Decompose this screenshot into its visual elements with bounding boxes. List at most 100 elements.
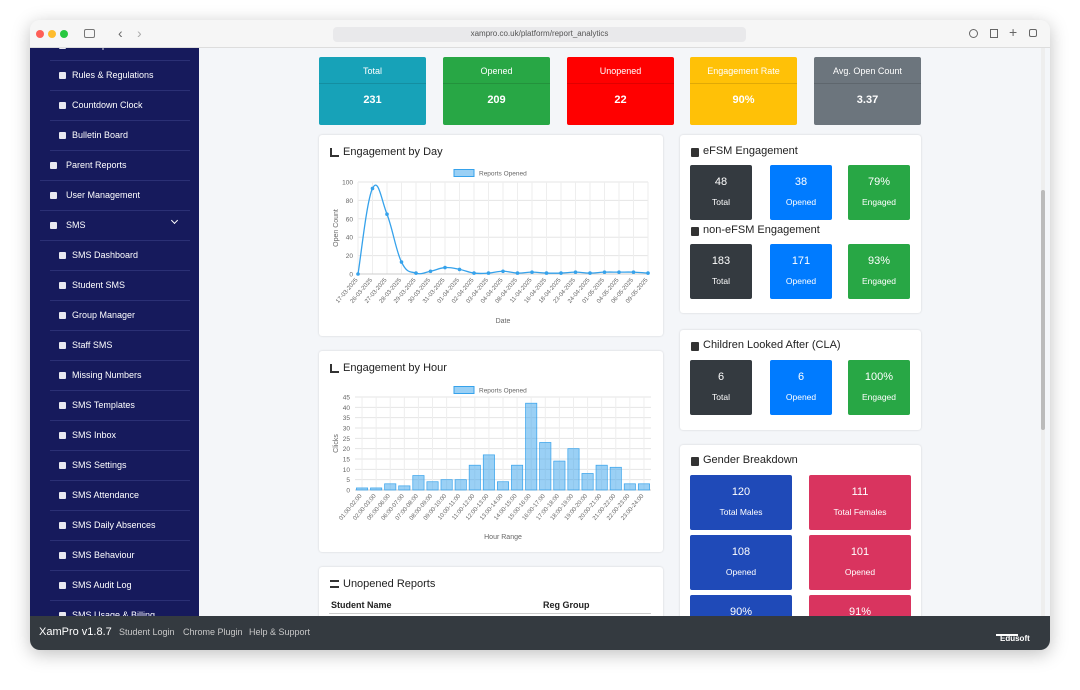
- separator: [50, 300, 190, 301]
- sidebar-subitem[interactable]: Countdown Clock: [30, 91, 199, 121]
- sidebar-subitem[interactable]: Staff SMS: [30, 331, 199, 361]
- sidebar-subitem[interactable]: Student SMS: [30, 271, 199, 301]
- address-bar[interactable]: xampro.co.uk/platform/report_analytics: [333, 27, 746, 42]
- point: [486, 271, 491, 275]
- close-button[interactable]: [36, 30, 44, 38]
- stat-value: 209: [487, 94, 506, 106]
- sidebar: Bulk Import Via CSV Rules & Regulations Co…: [30, 48, 199, 616]
- menu-icon: [59, 552, 66, 559]
- forward-button[interactable]: ›: [137, 25, 142, 41]
- stat-box: 6 Total: [690, 360, 752, 415]
- box-value: 111: [851, 486, 869, 498]
- bar: [581, 473, 594, 491]
- box-value: 38: [794, 176, 808, 188]
- stat-card: Avg. Open Count 3.37: [814, 57, 921, 125]
- bar: [539, 442, 552, 491]
- box-value: 171: [791, 255, 811, 267]
- minimize-button[interactable]: [48, 30, 56, 38]
- menu-label: SMS Dashboard: [72, 250, 139, 260]
- sidebar-subitem[interactable]: Bulletin Board: [30, 121, 199, 151]
- point: [472, 271, 476, 275]
- column-header: Reg Group: [543, 600, 590, 610]
- sidebar-subitem[interactable]: Rules & Regulations: [30, 61, 199, 91]
- bar: [398, 485, 411, 491]
- panel-title: Gender Breakdown: [703, 454, 798, 466]
- sidebar-subitem[interactable]: SMS Behaviour: [30, 541, 199, 571]
- stat-label: Total: [362, 66, 382, 76]
- sidebar-subitem[interactable]: Bulk Import Via CSV: [30, 48, 199, 61]
- table-card: Unopened Reports Student Name Reg Group: [319, 567, 663, 616]
- sidebar-subitem[interactable]: SMS Audit Log: [30, 571, 199, 601]
- separator: [40, 210, 190, 211]
- stat-header-divider: [319, 83, 426, 84]
- y-tick-label: 100: [342, 180, 353, 187]
- chart: 02040608010017-03-202526-03-202527-03-20…: [333, 169, 650, 325]
- stat-value: 231: [363, 94, 382, 106]
- point: [428, 269, 433, 274]
- menu-label: SMS Behaviour: [72, 550, 135, 560]
- chevron: [170, 216, 179, 225]
- menu-label: SMS Usage & Billing: [72, 610, 156, 616]
- sidebar-subitem[interactable]: Group Manager: [30, 301, 199, 331]
- sidebar-item[interactable]: User Management: [30, 181, 199, 211]
- box-label: Total Females: [833, 507, 887, 517]
- separator: [40, 180, 190, 181]
- footer-link[interactable]: Help & Support: [249, 627, 311, 637]
- footer-link[interactable]: Student Login: [119, 627, 175, 637]
- stat-header-divider: [443, 83, 550, 84]
- y-tick-label: 25: [343, 436, 351, 443]
- sidebar-subitem[interactable]: SMS Dashboard: [30, 241, 199, 271]
- sidebar-subitem[interactable]: SMS Attendance: [30, 481, 199, 511]
- menu-label: SMS Audit Log: [72, 580, 132, 590]
- sidebar-item[interactable]: Parent Reports: [30, 151, 199, 181]
- sidebar-subitem[interactable]: SMS Daily Absences: [30, 511, 199, 541]
- stat-label: Opened: [480, 66, 513, 76]
- y-axis-label: Clicks: [333, 434, 340, 453]
- sidebar-toggle[interactable]: [84, 29, 95, 38]
- x-axis-label: Date: [496, 318, 511, 325]
- stat-card: Unopened 22: [567, 57, 674, 125]
- menu-icon: [59, 612, 66, 616]
- bar: [412, 475, 425, 491]
- footer-logo: Edusoft: [1000, 634, 1030, 643]
- sidebar-subitem[interactable]: SMS Inbox: [30, 421, 199, 451]
- box-label: Engaged: [861, 197, 897, 207]
- title-bar: ‹ › xampro.co.uk/platform/report_analyti…: [30, 20, 1050, 48]
- legend-label: Reports Opened: [479, 388, 527, 395]
- tabs-button[interactable]: [1029, 29, 1037, 37]
- menu-label: SMS Settings: [72, 460, 127, 470]
- scroll-thumb[interactable]: [1041, 190, 1045, 430]
- sidebar-subitem[interactable]: SMS Usage & Billing: [30, 601, 199, 616]
- panel-card: [680, 445, 921, 616]
- stat-card: Engagement Rate 90%: [690, 57, 797, 125]
- menu-icon: [59, 282, 66, 289]
- back-button[interactable]: ‹: [118, 25, 123, 41]
- new-tab-button[interactable]: +: [1009, 24, 1018, 40]
- box-label: Engaged: [861, 392, 897, 402]
- menu-icon: [59, 492, 66, 499]
- point: [530, 270, 534, 274]
- point: [385, 212, 389, 216]
- bar: [637, 483, 650, 491]
- zoom-button[interactable]: [60, 30, 68, 38]
- card-icon: [330, 364, 339, 373]
- box-value: 79%: [867, 176, 891, 188]
- footer-link[interactable]: Chrome Plugin: [183, 627, 243, 637]
- sidebar-subitem[interactable]: Missing Numbers: [30, 361, 199, 391]
- box-label: Opened: [785, 276, 817, 286]
- stat-box: 108 Opened: [690, 535, 792, 590]
- point: [559, 271, 563, 275]
- header-rule: [329, 613, 651, 614]
- box-label: Opened: [785, 197, 817, 207]
- menu-icon: [50, 222, 57, 229]
- menu-icon: [59, 462, 66, 469]
- sidebar-item[interactable]: SMS: [30, 211, 199, 241]
- share-button[interactable]: [990, 29, 998, 38]
- bar: [497, 481, 509, 491]
- sidebar-subitem[interactable]: SMS Templates: [30, 391, 199, 421]
- box-value: 100%: [864, 371, 894, 383]
- y-tick-label: 5: [346, 477, 350, 484]
- download-button[interactable]: [969, 29, 978, 38]
- sidebar-subitem[interactable]: SMS Settings: [30, 451, 199, 481]
- stat-label: Avg. Open Count: [833, 66, 902, 76]
